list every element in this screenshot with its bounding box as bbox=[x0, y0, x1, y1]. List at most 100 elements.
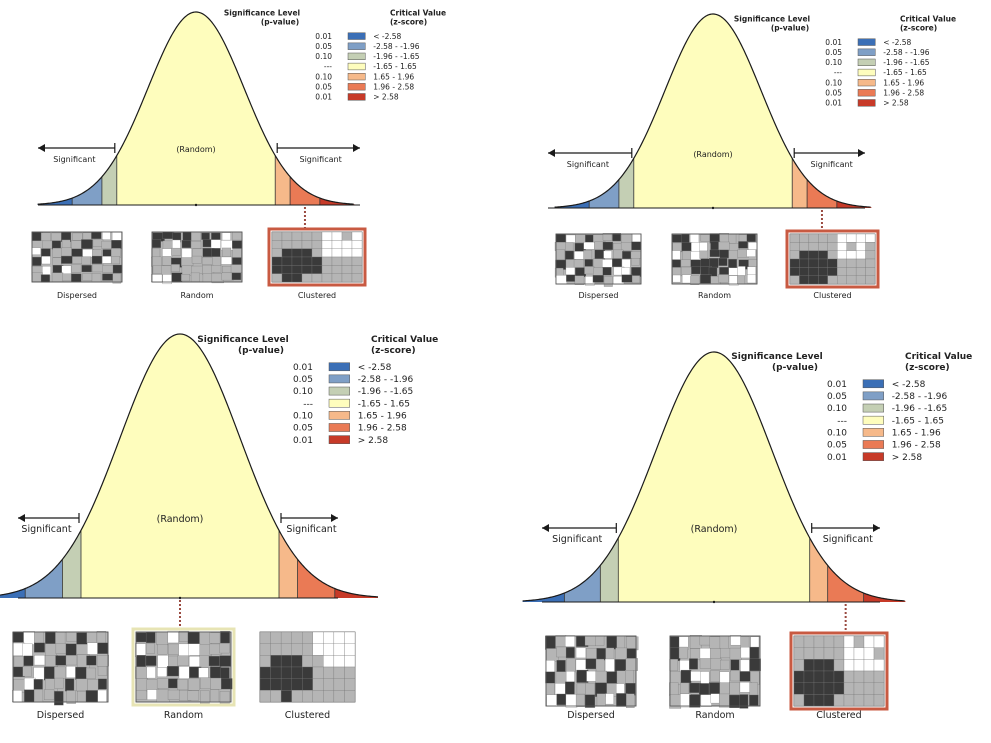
map-cell bbox=[596, 648, 606, 661]
map-cell bbox=[689, 694, 701, 708]
map-cell bbox=[188, 678, 200, 691]
map-cell bbox=[603, 276, 613, 287]
legend-swatch bbox=[328, 398, 350, 408]
map-cell bbox=[602, 241, 614, 250]
label-random-center: (Random) bbox=[693, 150, 732, 159]
map-cell bbox=[749, 694, 759, 706]
map-cell bbox=[321, 273, 333, 283]
map-cell bbox=[818, 267, 828, 276]
map-cell bbox=[156, 631, 168, 646]
legend-p-value: --- bbox=[837, 416, 847, 426]
curve-bin-2 bbox=[62, 530, 81, 598]
map-cell bbox=[178, 643, 190, 657]
map-cell bbox=[302, 631, 313, 644]
map-label: Dispersed bbox=[37, 710, 85, 721]
map-border bbox=[135, 631, 232, 703]
map-cell bbox=[626, 648, 637, 659]
map-cell bbox=[135, 689, 147, 700]
map-cell bbox=[672, 250, 681, 260]
map-cell bbox=[672, 274, 681, 283]
map-cell bbox=[231, 272, 242, 281]
map-cell bbox=[565, 242, 574, 252]
map-cell bbox=[61, 247, 72, 257]
map-cell bbox=[71, 264, 82, 273]
map-clustered: Clustered bbox=[785, 210, 880, 300]
legend-z-value: < -2.58 bbox=[358, 363, 392, 373]
map-random: Random bbox=[669, 635, 761, 721]
map-cell bbox=[167, 689, 181, 700]
map-cell bbox=[730, 670, 741, 682]
curve-bin-0 bbox=[522, 593, 565, 602]
map-cell bbox=[259, 643, 271, 656]
map-cell bbox=[232, 248, 242, 259]
map-cell bbox=[554, 242, 566, 251]
map-cell bbox=[583, 241, 595, 250]
map-cell bbox=[564, 635, 575, 647]
map-cell bbox=[344, 666, 356, 679]
legend-swatch bbox=[862, 440, 884, 449]
map-cell bbox=[271, 265, 283, 274]
map-cell bbox=[341, 240, 353, 249]
map-cell bbox=[555, 635, 567, 647]
bell-curve bbox=[0, 333, 379, 598]
map-cell bbox=[146, 643, 155, 654]
map-cell bbox=[846, 258, 857, 268]
legend-swatch bbox=[862, 415, 884, 425]
map-cell bbox=[162, 256, 172, 266]
map-cell bbox=[720, 648, 731, 659]
legend-swatch bbox=[347, 32, 366, 40]
map-cell bbox=[689, 658, 698, 670]
map-cell bbox=[574, 275, 585, 285]
label-significant-right: Significant bbox=[810, 160, 852, 169]
map-cell bbox=[112, 273, 122, 284]
legend-swatch bbox=[862, 428, 884, 437]
legend-p-value: 0.01 bbox=[827, 380, 847, 390]
map-cell bbox=[556, 249, 566, 260]
map-cell bbox=[565, 694, 578, 708]
map-cell bbox=[157, 667, 168, 678]
map-cell bbox=[145, 632, 156, 644]
map-cell bbox=[302, 655, 313, 668]
map-cell bbox=[280, 678, 292, 691]
map-cell bbox=[827, 242, 838, 251]
map-cell bbox=[312, 678, 324, 691]
legend-crit-subtitle: (z-score) bbox=[390, 18, 427, 27]
map-cell bbox=[344, 690, 356, 703]
map-cell bbox=[61, 239, 71, 249]
map-cell bbox=[746, 233, 756, 243]
map-cell bbox=[82, 249, 94, 258]
map-cell bbox=[699, 274, 712, 284]
legend-swatch bbox=[857, 38, 876, 46]
curve-bin-6 bbox=[334, 588, 378, 598]
map-cell bbox=[312, 631, 324, 644]
map-cell bbox=[789, 275, 800, 285]
map-cell bbox=[91, 231, 102, 239]
map-cell bbox=[301, 265, 313, 274]
left-arrowhead bbox=[38, 144, 45, 152]
map-cell bbox=[230, 264, 243, 273]
map-cell bbox=[33, 689, 44, 703]
map-cell bbox=[837, 258, 847, 268]
legend-swatch bbox=[857, 58, 876, 66]
map-cell bbox=[681, 233, 690, 244]
map-cell bbox=[740, 646, 751, 659]
legend-swatch bbox=[328, 423, 350, 432]
map-cell bbox=[865, 233, 876, 243]
map-cell bbox=[631, 275, 641, 284]
map-random: Random bbox=[151, 231, 243, 300]
legend-p-value: 0.05 bbox=[315, 42, 332, 51]
map-cell bbox=[865, 258, 876, 268]
map-cell bbox=[311, 240, 323, 249]
map-cell bbox=[281, 265, 293, 274]
legend-z-value: 1.96 - 2.58 bbox=[373, 82, 414, 91]
map-cell bbox=[55, 631, 66, 646]
map-cell bbox=[818, 233, 828, 243]
map-cell bbox=[803, 694, 815, 707]
map-cell bbox=[808, 250, 819, 260]
map-cell bbox=[34, 631, 44, 644]
map-cell bbox=[583, 250, 593, 261]
map-cell bbox=[66, 666, 76, 678]
map-cell bbox=[545, 671, 556, 684]
map-cell bbox=[585, 658, 597, 670]
map-cell bbox=[321, 231, 333, 241]
